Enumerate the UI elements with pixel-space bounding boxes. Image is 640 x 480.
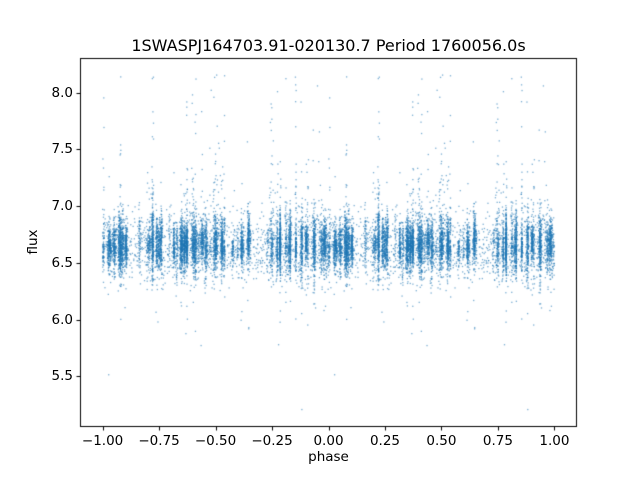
x-tick-label: 0.50 <box>426 433 457 449</box>
y-tick-label: 7.0 <box>51 198 73 215</box>
x-axis-label: phase <box>308 449 349 465</box>
x-tick-label: 0.75 <box>482 433 513 449</box>
x-tick-label: −0.50 <box>194 433 237 449</box>
x-tick-label: 0.00 <box>313 433 344 449</box>
x-tick-label: 0.25 <box>369 433 400 449</box>
y-axis-label: flux <box>25 229 41 255</box>
x-tick-label: −0.75 <box>138 433 180 449</box>
y-tick-label: 8.0 <box>51 84 73 101</box>
y-tick-label: 7.5 <box>51 141 73 158</box>
x-tick-label: −0.25 <box>251 433 293 449</box>
y-tick-label: 5.5 <box>51 368 73 385</box>
x-tick-label: −1.00 <box>81 433 124 449</box>
x-tick-label: 1.00 <box>539 433 570 449</box>
y-tick-label: 6.5 <box>51 254 73 271</box>
y-tick-label: 6.0 <box>51 311 73 328</box>
chart-title: 1SWASPJ164703.91-020130.7 Period 1760056… <box>131 36 526 55</box>
